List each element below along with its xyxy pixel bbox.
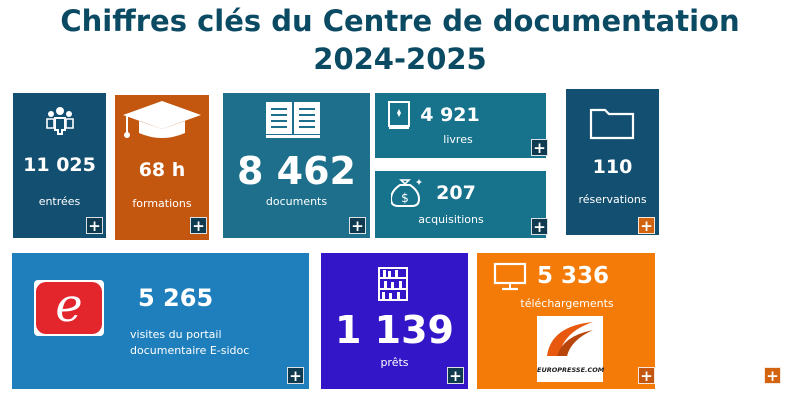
svg-text:$: $ — [401, 191, 409, 205]
folder-icon — [589, 104, 635, 140]
formations-plus-button[interactable]: + — [190, 217, 207, 234]
documents-label: documents — [265, 195, 328, 208]
esidoc-logo: e — [34, 278, 104, 336]
documents-plus-button[interactable]: + — [349, 217, 366, 234]
livres-label: livres — [443, 133, 473, 146]
page-title: Chiffres clés du Centre de documentation… — [0, 2, 800, 78]
people-icon — [45, 105, 75, 135]
acquisitions-label: acquisitions — [418, 213, 484, 226]
tile-entrees: 11 025 entrées + — [13, 93, 106, 238]
tile-acquisitions: $ 207 acquisitions + — [375, 171, 548, 238]
tile-reservations: 110 réservations + — [566, 89, 659, 235]
acquisitions-value: 207 — [436, 182, 476, 204]
entrees-label: entrées — [38, 195, 81, 208]
telechargements-label: téléchargements — [520, 297, 614, 310]
reservations-plus-button[interactable]: + — [638, 217, 655, 234]
book-icon — [386, 100, 412, 130]
livres-value: 4 921 — [420, 104, 480, 126]
monitor-icon — [493, 262, 527, 292]
entrees-value: 11 025 — [23, 154, 96, 176]
entrees-plus-button[interactable]: + — [86, 217, 103, 234]
tile-esidoc: e 5 265 visites du portail documentaire … — [12, 253, 309, 389]
tile-documents: 8 462 documents + — [223, 93, 370, 238]
esidoc-value: 5 265 — [138, 284, 214, 312]
bookshelf-icon — [377, 266, 409, 302]
tile-telechargements: 5 336 téléchargements EUROPRESSE.COM + — [477, 253, 655, 389]
esidoc-label-line1: visites du portail — [130, 328, 222, 341]
esidoc-plus-button[interactable]: + — [287, 367, 304, 384]
page-title-line1: Chiffres clés du Centre de documentation — [60, 4, 740, 38]
telechargements-plus-button[interactable]: + — [638, 367, 655, 384]
page-title-line2: 2024-2025 — [313, 42, 487, 76]
livres-plus-button[interactable]: + — [531, 139, 548, 156]
formations-label: formations — [132, 197, 192, 210]
tile-formations: 68 h formations + — [115, 95, 209, 240]
prets-plus-button[interactable]: + — [447, 367, 464, 384]
documents-value: 8 462 — [237, 149, 356, 193]
reservations-value: 110 — [592, 156, 633, 178]
tile-livres: 4 921 livres + — [375, 93, 548, 158]
prets-value: 1 139 — [335, 308, 454, 352]
money-bag-icon: $ — [391, 176, 425, 208]
esidoc-label-line2: documentaire E-sidoc — [130, 344, 250, 357]
extra-plus-button[interactable]: + — [764, 367, 781, 384]
graduation-cap-icon — [121, 99, 203, 141]
telechargements-value: 5 336 — [536, 263, 610, 289]
open-book-icon — [264, 100, 322, 140]
formations-value: 68 h — [138, 159, 186, 181]
europresse-logo: EUROPRESSE.COM — [537, 316, 605, 382]
europresse-logo-text: EUROPRESSE.COM — [537, 366, 605, 374]
prets-label: prêts — [380, 356, 409, 369]
tile-prets: 1 139 prêts + — [321, 253, 468, 389]
acquisitions-plus-button[interactable]: + — [531, 218, 548, 235]
reservations-label: réservations — [578, 193, 647, 206]
esidoc-logo-letter: e — [55, 278, 83, 332]
